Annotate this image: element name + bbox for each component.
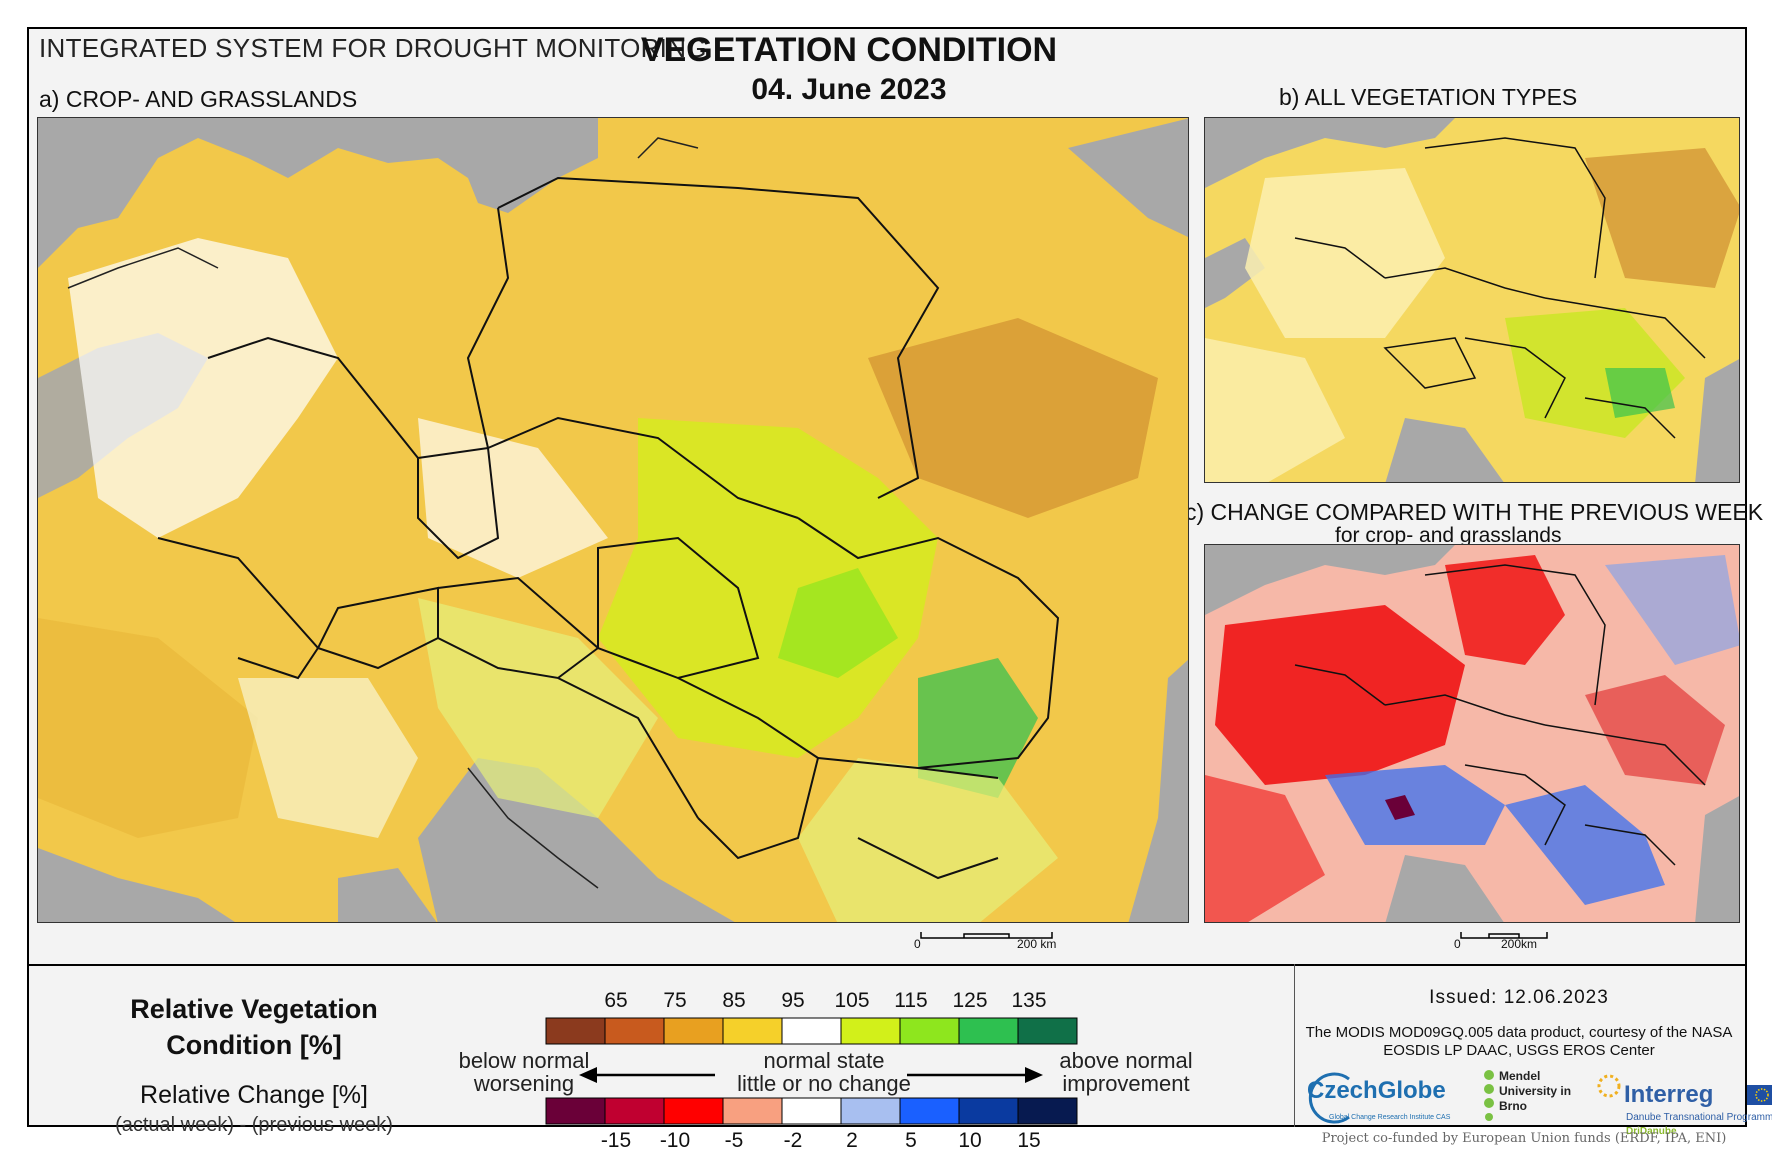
interreg-programme: Danube Transnational Programme	[1626, 1112, 1772, 1123]
interreg-logo-icon	[1594, 1071, 1624, 1106]
rvc-tick-label: 95	[781, 989, 805, 1012]
main-title: VEGETATION CONDITION	[640, 31, 1058, 69]
figure-frame: INTEGRATED SYSTEM FOR DROUGHT MONITORING…	[27, 27, 1772, 1152]
funding-note: Project co-funded by European Union fund…	[1321, 1131, 1727, 1146]
map-all-vegetation	[1204, 117, 1740, 483]
rc-color-swatch	[604, 1097, 665, 1125]
rc-tick-label: 2	[846, 1129, 858, 1152]
rvc-tick-label: 75	[663, 989, 687, 1012]
left-arrow-icon	[577, 1065, 717, 1090]
rc-tick-label: -2	[783, 1129, 803, 1152]
rc-color-swatch	[899, 1097, 960, 1125]
rvc-color-swatch	[899, 1017, 960, 1045]
map-date: 04. June 2023	[751, 73, 947, 106]
scale-a-end: 200 km	[1017, 937, 1057, 951]
rvc-color-swatch	[722, 1017, 783, 1045]
eu-flag-icon	[1747, 1085, 1772, 1105]
rc-tick-label: 5	[905, 1129, 917, 1152]
panel-a-label: a) CROP- AND GRASSLANDS	[39, 86, 358, 112]
rvc-color-swatch	[840, 1017, 901, 1045]
rc-color-swatch	[545, 1097, 606, 1125]
issued-date: Issued: 12.06.2023	[1429, 987, 1609, 1008]
rvc-legend-title: Relative Vegetation Condition [%]	[130, 994, 378, 1060]
rvc-color-swatch	[545, 1017, 606, 1045]
rvc-tick-label: 135	[1011, 989, 1047, 1012]
rc-color-swatch	[722, 1097, 783, 1125]
rvc-color-swatch	[1017, 1017, 1078, 1045]
rc-color-ramp	[545, 1097, 1080, 1130]
panel-b-label: b) ALL VEGETATION TYPES	[1279, 84, 1578, 110]
czechglobe-logo-text: CzechGlobe	[1307, 1077, 1446, 1104]
rvc-color-swatch	[958, 1017, 1019, 1045]
system-title: INTEGRATED SYSTEM FOR DROUGHT MONITORING	[39, 33, 707, 63]
map-weekly-change	[1204, 544, 1740, 923]
right-arrow-icon	[905, 1065, 1045, 1090]
rvc-tick-label: 85	[722, 989, 746, 1012]
legend-divider	[1294, 964, 1295, 1127]
scale-bar-a	[919, 927, 1054, 939]
rc-tick-label: 15	[1017, 1129, 1041, 1152]
rc-tick-label: -10	[659, 1129, 691, 1152]
rc-legend-title: Relative Change [%]	[140, 1081, 368, 1109]
rvc-tick-label: 125	[952, 989, 988, 1012]
mendel-logo-icon	[1481, 1069, 1497, 1126]
mendel-logo-text: Mendel University in Brno	[1499, 1069, 1572, 1113]
panel-c-label: c) CHANGE COMPARED WITH THE PREVIOUS WEE…	[1185, 499, 1764, 525]
rc-tick-label: -5	[724, 1129, 744, 1152]
rvc-color-swatch	[781, 1017, 842, 1045]
rvc-color-swatch	[663, 1017, 724, 1045]
rvc-color-ramp	[545, 1017, 1080, 1050]
rc-color-swatch	[958, 1097, 1019, 1125]
rc-color-swatch	[663, 1097, 724, 1125]
data-credit: The MODIS MOD09GQ.005 data product, cour…	[1305, 1024, 1733, 1059]
map-crop-grasslands	[37, 117, 1189, 923]
rc-color-swatch	[781, 1097, 842, 1125]
rc-legend-subtitle: (actual week) - (previous week)	[115, 1114, 393, 1136]
normal-state-label: normal state little or no change	[737, 1048, 911, 1096]
scale-c-zero: 0	[1454, 937, 1461, 951]
panel-c-sublabel: for crop- and grasslands	[1335, 524, 1562, 547]
scale-bar-c	[1459, 927, 1549, 939]
rvc-tick-label: 105	[834, 989, 870, 1012]
czechglobe-logo-icon	[1299, 1071, 1359, 1130]
interreg-logo-text: Interreg	[1624, 1081, 1714, 1108]
rvc-color-swatch	[604, 1017, 665, 1045]
rvc-tick-label: 65	[604, 989, 628, 1012]
scale-a-zero: 0	[914, 937, 921, 951]
rc-tick-label: 10	[958, 1129, 982, 1152]
below-normal-label: below normal worsening	[458, 1048, 590, 1096]
rc-color-swatch	[840, 1097, 901, 1125]
rc-color-swatch	[1017, 1097, 1078, 1125]
rc-tick-label: -15	[600, 1129, 632, 1152]
legend-area	[29, 964, 1745, 1129]
interreg-project: DriDanube	[1626, 1126, 1677, 1137]
czechglobe-logo-subtext: Global Change Research Institute CAS	[1329, 1114, 1451, 1121]
rvc-tick-label: 115	[894, 989, 928, 1012]
scale-c-end: 200km	[1501, 937, 1538, 951]
above-normal-label: above normal improvement	[1059, 1048, 1193, 1096]
